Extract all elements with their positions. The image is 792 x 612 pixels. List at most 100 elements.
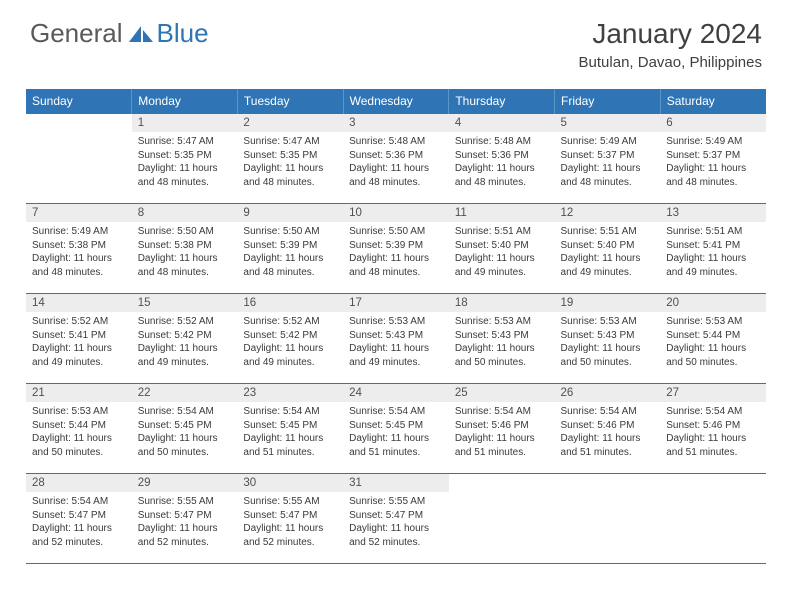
weekday-header: Friday	[555, 89, 661, 114]
day-details: Sunrise: 5:49 AMSunset: 5:37 PMDaylight:…	[555, 132, 661, 193]
calendar-cell: 22Sunrise: 5:54 AMSunset: 5:45 PMDayligh…	[132, 384, 238, 474]
day-number: 16	[237, 294, 343, 312]
calendar-cell: 20Sunrise: 5:53 AMSunset: 5:44 PMDayligh…	[660, 294, 766, 384]
day-number: 19	[555, 294, 661, 312]
day-details: Sunrise: 5:47 AMSunset: 5:35 PMDaylight:…	[132, 132, 238, 193]
day-details: Sunrise: 5:54 AMSunset: 5:45 PMDaylight:…	[237, 402, 343, 463]
calendar-cell: 12Sunrise: 5:51 AMSunset: 5:40 PMDayligh…	[555, 204, 661, 294]
day-details: Sunrise: 5:55 AMSunset: 5:47 PMDaylight:…	[237, 492, 343, 553]
day-details: Sunrise: 5:48 AMSunset: 5:36 PMDaylight:…	[449, 132, 555, 193]
day-number: 7	[26, 204, 132, 222]
calendar-cell: 24Sunrise: 5:54 AMSunset: 5:45 PMDayligh…	[343, 384, 449, 474]
day-details: Sunrise: 5:54 AMSunset: 5:46 PMDaylight:…	[660, 402, 766, 463]
brand-part1: General	[30, 18, 123, 49]
day-number: 9	[237, 204, 343, 222]
day-number: 8	[132, 204, 238, 222]
calendar-cell: 8Sunrise: 5:50 AMSunset: 5:38 PMDaylight…	[132, 204, 238, 294]
day-number: 22	[132, 384, 238, 402]
day-details: Sunrise: 5:54 AMSunset: 5:45 PMDaylight:…	[132, 402, 238, 463]
calendar-cell: 31Sunrise: 5:55 AMSunset: 5:47 PMDayligh…	[343, 474, 449, 564]
weekday-header-row: Sunday Monday Tuesday Wednesday Thursday…	[26, 89, 766, 114]
calendar-row: 28Sunrise: 5:54 AMSunset: 5:47 PMDayligh…	[26, 474, 766, 564]
day-number: 1	[132, 114, 238, 132]
day-details: Sunrise: 5:52 AMSunset: 5:42 PMDaylight:…	[132, 312, 238, 373]
calendar-cell: 9Sunrise: 5:50 AMSunset: 5:39 PMDaylight…	[237, 204, 343, 294]
day-number: 23	[237, 384, 343, 402]
day-number: 6	[660, 114, 766, 132]
calendar-cell: 7Sunrise: 5:49 AMSunset: 5:38 PMDaylight…	[26, 204, 132, 294]
day-details: Sunrise: 5:51 AMSunset: 5:40 PMDaylight:…	[449, 222, 555, 283]
day-details: Sunrise: 5:51 AMSunset: 5:41 PMDaylight:…	[660, 222, 766, 283]
day-details: Sunrise: 5:47 AMSunset: 5:35 PMDaylight:…	[237, 132, 343, 193]
calendar-cell: 10Sunrise: 5:50 AMSunset: 5:39 PMDayligh…	[343, 204, 449, 294]
day-number: 20	[660, 294, 766, 312]
calendar-cell: 13Sunrise: 5:51 AMSunset: 5:41 PMDayligh…	[660, 204, 766, 294]
day-details: Sunrise: 5:50 AMSunset: 5:39 PMDaylight:…	[237, 222, 343, 283]
calendar-body: 1Sunrise: 5:47 AMSunset: 5:35 PMDaylight…	[26, 114, 766, 564]
brand-part2: Blue	[157, 18, 209, 49]
day-details: Sunrise: 5:50 AMSunset: 5:39 PMDaylight:…	[343, 222, 449, 283]
day-number: 24	[343, 384, 449, 402]
calendar-cell: 5Sunrise: 5:49 AMSunset: 5:37 PMDaylight…	[555, 114, 661, 204]
day-number: 21	[26, 384, 132, 402]
calendar-cell	[449, 474, 555, 564]
day-number: 28	[26, 474, 132, 492]
day-details: Sunrise: 5:54 AMSunset: 5:46 PMDaylight:…	[555, 402, 661, 463]
day-details: Sunrise: 5:49 AMSunset: 5:38 PMDaylight:…	[26, 222, 132, 283]
day-details: Sunrise: 5:53 AMSunset: 5:44 PMDaylight:…	[660, 312, 766, 373]
day-number: 13	[660, 204, 766, 222]
calendar-cell: 27Sunrise: 5:54 AMSunset: 5:46 PMDayligh…	[660, 384, 766, 474]
calendar-cell: 2Sunrise: 5:47 AMSunset: 5:35 PMDaylight…	[237, 114, 343, 204]
day-details: Sunrise: 5:53 AMSunset: 5:43 PMDaylight:…	[343, 312, 449, 373]
day-number: 10	[343, 204, 449, 222]
day-number: 12	[555, 204, 661, 222]
location: Butulan, Davao, Philippines	[579, 54, 762, 71]
day-number: 18	[449, 294, 555, 312]
calendar-table: Sunday Monday Tuesday Wednesday Thursday…	[26, 89, 766, 564]
day-details: Sunrise: 5:54 AMSunset: 5:47 PMDaylight:…	[26, 492, 132, 553]
day-number: 14	[26, 294, 132, 312]
calendar-cell: 6Sunrise: 5:49 AMSunset: 5:37 PMDaylight…	[660, 114, 766, 204]
day-number: 3	[343, 114, 449, 132]
calendar-cell: 17Sunrise: 5:53 AMSunset: 5:43 PMDayligh…	[343, 294, 449, 384]
calendar-cell	[660, 474, 766, 564]
day-details: Sunrise: 5:52 AMSunset: 5:41 PMDaylight:…	[26, 312, 132, 373]
day-details: Sunrise: 5:48 AMSunset: 5:36 PMDaylight:…	[343, 132, 449, 193]
calendar-cell: 1Sunrise: 5:47 AMSunset: 5:35 PMDaylight…	[132, 114, 238, 204]
brand-logo: General Blue	[30, 18, 209, 49]
day-number: 5	[555, 114, 661, 132]
calendar-cell: 25Sunrise: 5:54 AMSunset: 5:46 PMDayligh…	[449, 384, 555, 474]
day-details: Sunrise: 5:55 AMSunset: 5:47 PMDaylight:…	[343, 492, 449, 553]
calendar-cell: 26Sunrise: 5:54 AMSunset: 5:46 PMDayligh…	[555, 384, 661, 474]
day-number: 4	[449, 114, 555, 132]
day-number: 31	[343, 474, 449, 492]
day-details: Sunrise: 5:50 AMSunset: 5:38 PMDaylight:…	[132, 222, 238, 283]
calendar-row: 1Sunrise: 5:47 AMSunset: 5:35 PMDaylight…	[26, 114, 766, 204]
day-number: 27	[660, 384, 766, 402]
day-details: Sunrise: 5:52 AMSunset: 5:42 PMDaylight:…	[237, 312, 343, 373]
calendar-cell: 30Sunrise: 5:55 AMSunset: 5:47 PMDayligh…	[237, 474, 343, 564]
day-number: 11	[449, 204, 555, 222]
page-header: General Blue January 2024 Butulan, Davao…	[0, 0, 792, 81]
calendar-cell: 18Sunrise: 5:53 AMSunset: 5:43 PMDayligh…	[449, 294, 555, 384]
sail-icon	[127, 24, 155, 44]
calendar-cell: 21Sunrise: 5:53 AMSunset: 5:44 PMDayligh…	[26, 384, 132, 474]
weekday-header: Tuesday	[237, 89, 343, 114]
day-details: Sunrise: 5:49 AMSunset: 5:37 PMDaylight:…	[660, 132, 766, 193]
day-number: 2	[237, 114, 343, 132]
day-details: Sunrise: 5:51 AMSunset: 5:40 PMDaylight:…	[555, 222, 661, 283]
calendar-cell	[26, 114, 132, 204]
month-title: January 2024	[579, 18, 762, 50]
calendar-cell: 23Sunrise: 5:54 AMSunset: 5:45 PMDayligh…	[237, 384, 343, 474]
weekday-header: Sunday	[26, 89, 132, 114]
calendar-cell: 3Sunrise: 5:48 AMSunset: 5:36 PMDaylight…	[343, 114, 449, 204]
calendar-cell: 19Sunrise: 5:53 AMSunset: 5:43 PMDayligh…	[555, 294, 661, 384]
calendar-cell: 14Sunrise: 5:52 AMSunset: 5:41 PMDayligh…	[26, 294, 132, 384]
day-number: 17	[343, 294, 449, 312]
calendar-cell: 11Sunrise: 5:51 AMSunset: 5:40 PMDayligh…	[449, 204, 555, 294]
day-details: Sunrise: 5:53 AMSunset: 5:43 PMDaylight:…	[449, 312, 555, 373]
weekday-header: Saturday	[660, 89, 766, 114]
day-details: Sunrise: 5:54 AMSunset: 5:45 PMDaylight:…	[343, 402, 449, 463]
weekday-header: Wednesday	[343, 89, 449, 114]
weekday-header: Thursday	[449, 89, 555, 114]
